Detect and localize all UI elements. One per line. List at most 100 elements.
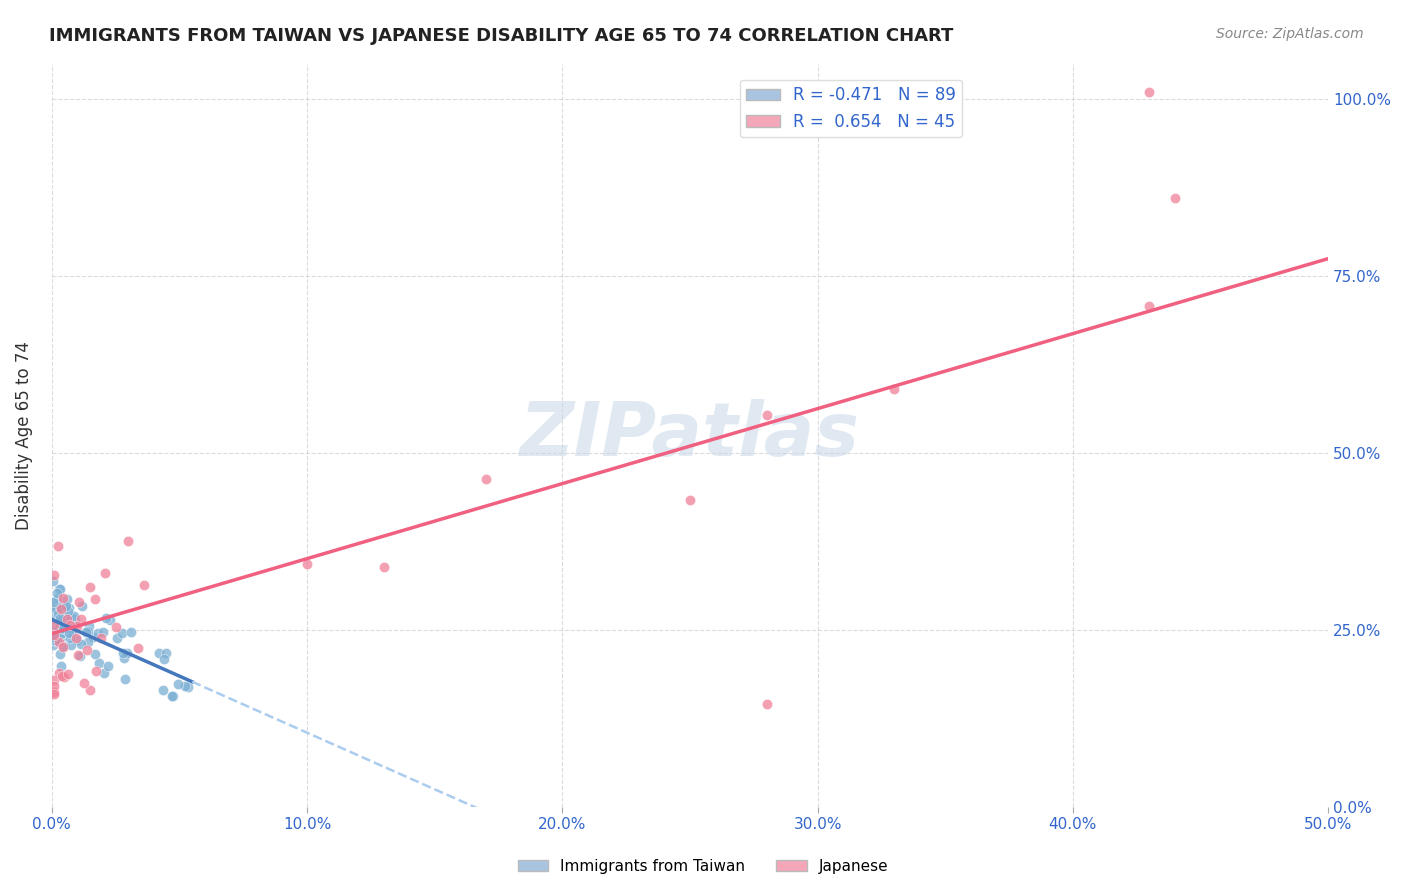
Point [44,614,66,628]
Point [52,639,75,653]
Point [73,676,96,690]
Point [59,632,82,646]
Point [58,611,80,625]
Point [52,622,75,636]
Point [152,683,174,698]
Text: IMMIGRANTS FROM TAIWAN VS JAPANESE DISABILITY AGE 65 TO 74 CORRELATION CHART: IMMIGRANTS FROM TAIWAN VS JAPANESE DISAB… [49,27,953,45]
Point [58,626,80,640]
Point [42,574,65,588]
Point [49,623,72,637]
Point [46,600,69,615]
Point [52,640,75,654]
Point [42,630,65,644]
Point [44,673,66,687]
Point [67,595,90,609]
Point [45,624,67,639]
Point [91,625,114,640]
Point [77,635,100,649]
Point [84,664,107,678]
Point [107,632,129,646]
Point [44,567,66,582]
Point [44,687,66,701]
Point [117,533,139,548]
Point [66,632,89,647]
Point [51,626,73,640]
Point [58,667,80,681]
Point [295,558,318,572]
Point [111,626,134,640]
Point [49,611,72,625]
Point [53,609,76,624]
Point [51,610,73,624]
Point [46,586,69,600]
Point [58,600,80,615]
Text: Source: ZipAtlas.com: Source: ZipAtlas.com [1216,27,1364,41]
Point [51,630,73,644]
Point [127,640,149,655]
Point [59,618,82,632]
Point [46,539,69,553]
Point [59,638,82,652]
Point [79,683,101,698]
Point [1139,86,1161,100]
Point [49,599,72,614]
Point [45,632,67,646]
Point [148,646,170,660]
Point [112,646,135,660]
Point [44,617,66,632]
Point [132,578,155,592]
Point [94,610,117,624]
Point [69,612,91,626]
Point [52,621,75,635]
Point [62,617,84,632]
Point [77,624,100,639]
Point [52,639,75,653]
Point [174,679,197,693]
Point [51,614,73,628]
Point [48,666,70,681]
Point [42,605,65,619]
Point [48,634,70,648]
Point [63,609,86,624]
Point [97,659,120,673]
Point [51,626,73,640]
Point [42,624,65,639]
Point [112,651,135,665]
Point [52,670,75,684]
Point [176,680,198,694]
Point [83,647,105,661]
Point [474,472,496,486]
Point [115,646,138,660]
Point [49,659,72,673]
Point [76,642,98,657]
Point [98,613,121,627]
Point [70,637,93,651]
Point [44,680,66,694]
Point [42,594,65,608]
Point [755,698,778,712]
Point [42,638,65,652]
Point [755,408,778,422]
Point [49,601,72,615]
Point [1139,299,1161,313]
Point [51,626,73,640]
Point [155,647,177,661]
Point [82,630,104,644]
Point [48,582,70,596]
Point [75,625,97,640]
Point [114,672,136,686]
Point [60,624,83,639]
Point [62,625,84,640]
Point [51,669,73,683]
Point [1164,192,1187,206]
Point [104,620,127,634]
Point [48,591,70,606]
Point [44,633,66,648]
Point [49,647,72,661]
Point [166,677,188,691]
Point [69,648,91,663]
Point [90,632,112,646]
Point [46,607,69,621]
Point [56,592,79,607]
Text: ZIPatlas: ZIPatlas [520,399,860,472]
